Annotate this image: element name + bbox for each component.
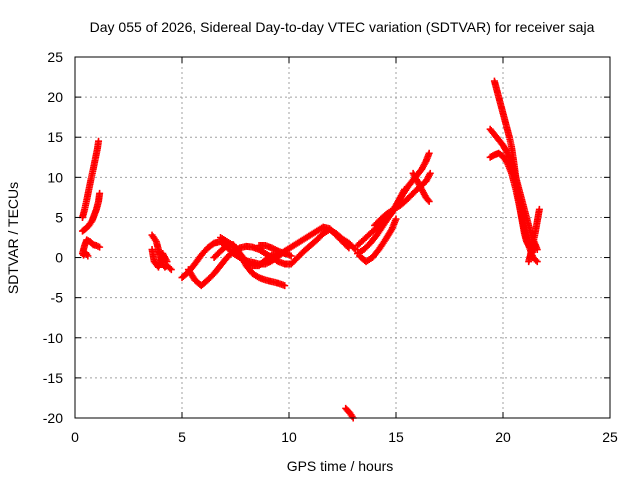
data-point xyxy=(401,185,409,193)
x-axis-title: GPS time / hours xyxy=(287,458,394,474)
data-point xyxy=(166,264,174,272)
y-axis-title: SDTVAR / TECUs xyxy=(5,182,21,294)
data-point xyxy=(96,189,104,197)
data-series-4 xyxy=(80,249,92,260)
plot-frame xyxy=(74,56,611,419)
data-series-8 xyxy=(184,225,359,290)
data-series-15 xyxy=(371,169,434,229)
data-series-2 xyxy=(78,189,104,235)
data-point xyxy=(425,197,433,205)
data-point xyxy=(535,205,543,213)
data-points xyxy=(78,77,543,422)
data-point xyxy=(84,252,92,260)
chart-title: Day 055 of 2026, Sidereal Day-to-day VTE… xyxy=(90,19,595,35)
axis-ticks: 0 5 10 15 20 25 25 20 15 10 5 0 -5 -10 -15 -20 xyxy=(43,49,618,445)
data-point xyxy=(424,196,432,204)
data-series-16 xyxy=(409,169,433,205)
data-point xyxy=(163,258,171,266)
data-point xyxy=(425,149,433,157)
data-series-17 xyxy=(356,215,400,266)
data-point xyxy=(392,215,400,223)
data-point xyxy=(281,282,289,290)
y-tick-label: 20 xyxy=(47,89,63,105)
x-tick-label: 10 xyxy=(281,429,297,445)
data-point xyxy=(96,243,104,251)
y-tick-label: 15 xyxy=(47,129,63,145)
x-tick-label: 20 xyxy=(495,429,511,445)
data-series-3 xyxy=(78,236,104,258)
y-tick-label: -20 xyxy=(43,410,63,426)
y-tick-label: -15 xyxy=(43,370,63,386)
y-tick-label: 25 xyxy=(47,49,63,65)
x-tick-label: 25 xyxy=(602,429,618,445)
data-point xyxy=(533,258,541,266)
y-tick-label: 5 xyxy=(55,209,63,225)
y-tick-label: 0 xyxy=(55,250,63,266)
data-series-6 xyxy=(148,246,171,271)
data-point xyxy=(426,169,434,177)
data-series-11 xyxy=(255,242,289,258)
x-tick-label: 15 xyxy=(388,429,404,445)
data-point xyxy=(287,252,295,260)
y-tick-label: -10 xyxy=(43,330,63,346)
data-point xyxy=(533,246,541,254)
data-point xyxy=(351,246,359,254)
y-tick-label: 10 xyxy=(47,169,63,185)
data-point xyxy=(281,250,289,258)
data-point xyxy=(95,137,103,145)
y-tick-label: -5 xyxy=(51,290,64,306)
x-tick-label: 0 xyxy=(71,429,79,445)
data-series-22 xyxy=(527,238,541,258)
data-series-1 xyxy=(78,137,103,221)
x-tick-label: 5 xyxy=(178,429,186,445)
data-point xyxy=(167,266,175,274)
data-point xyxy=(532,256,540,264)
